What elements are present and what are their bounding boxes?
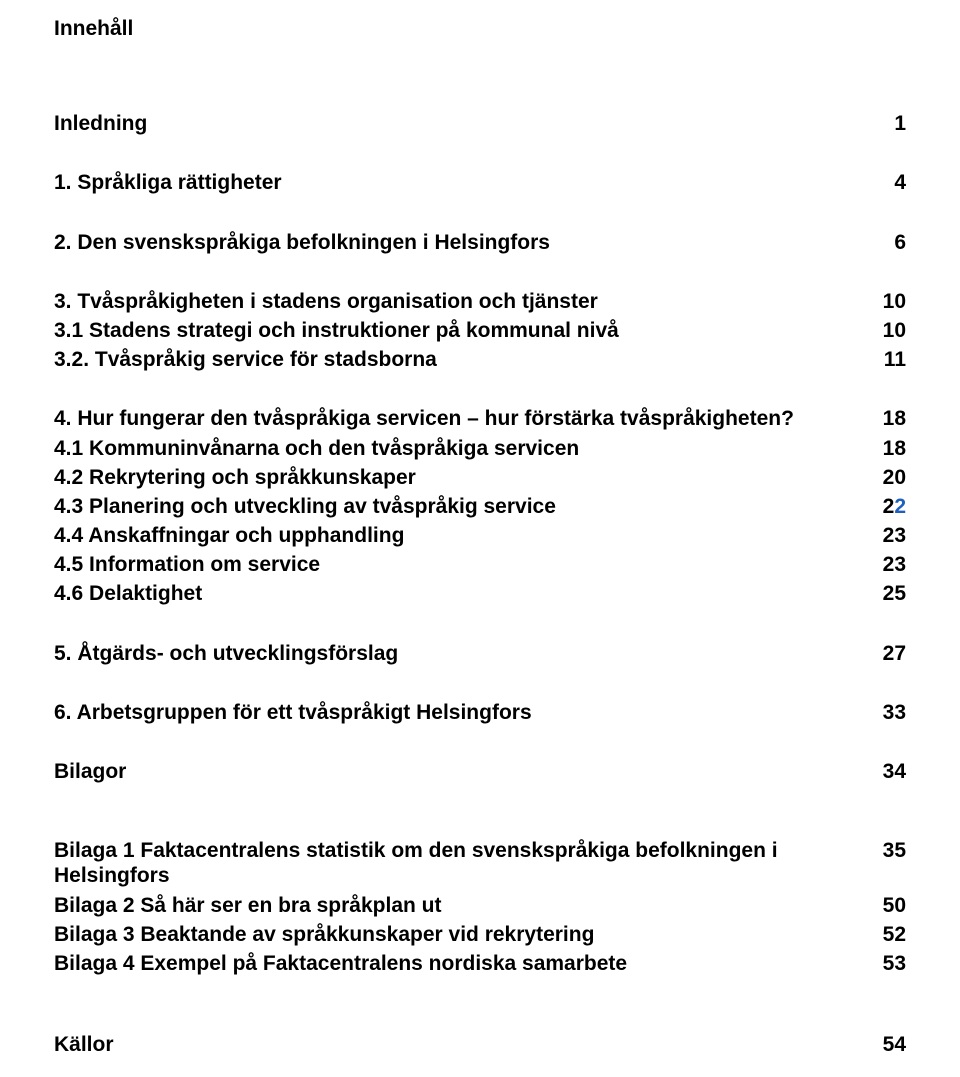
toc-entry-3-1: 3.1 Stadens strategi och instruktioner p…: [54, 318, 906, 343]
toc-entry-page: 10: [866, 289, 906, 314]
toc-entry-label: 3. Tvåspråkigheten i stadens organisatio…: [54, 289, 598, 314]
toc-entry-4: 4. Hur fungerar den tvåspråkiga servicen…: [54, 406, 906, 431]
toc-entry-page: 34: [866, 759, 906, 784]
toc-entry-label: 3.2. Tvåspråkig service för stadsborna: [54, 347, 437, 372]
page-prefix: 2: [883, 495, 895, 518]
toc-entry-page: 53: [866, 951, 906, 976]
toc-entry-label: Bilagor: [54, 759, 126, 784]
toc-entry-4-3: 4.3 Planering och utveckling av tvåspråk…: [54, 494, 906, 519]
page-container: Innehåll Inledning 1 1. Språkliga rättig…: [0, 0, 960, 1077]
toc-entry-page: 23: [866, 552, 906, 577]
toc-entry-kallor: Källor 54: [54, 1033, 906, 1057]
toc-group-4: 4. Hur fungerar den tvåspråkiga servicen…: [54, 406, 906, 606]
toc-entry-label: 4.4 Anskaffningar och upphandling: [54, 523, 404, 548]
toc-entry-label: 4.1 Kommuninvånarna och den tvåspråkiga …: [54, 436, 579, 461]
toc-entry-label: 4. Hur fungerar den tvåspråkiga servicen…: [54, 406, 794, 431]
toc-entry-6: 6. Arbetsgruppen för ett tvåspråkigt Hel…: [54, 700, 906, 725]
toc-entry-page: 11: [866, 347, 906, 372]
toc-entry-inledning: Inledning 1: [54, 111, 906, 136]
toc-entry-label: Inledning: [54, 111, 147, 136]
toc-entry-4-5: 4.5 Information om service 23: [54, 552, 906, 577]
page-suffix-blue: 2: [894, 495, 906, 518]
toc-entry-label: 4.6 Delaktighet: [54, 581, 202, 606]
toc-entry-bilaga-1: Bilaga 1 Faktacentralens statistik om de…: [54, 838, 906, 888]
toc-entry-page: 20: [866, 465, 906, 490]
toc-entry-page: 10: [866, 318, 906, 343]
toc-entry-label: 2. Den svenskspråkiga befolkningen i Hel…: [54, 230, 550, 255]
toc-entry-label: Bilaga 3 Beaktande av språkkunskaper vid…: [54, 922, 594, 947]
toc-entry-page: 22: [866, 494, 906, 519]
toc-entry-4-2: 4.2 Rekrytering och språkkunskaper 20: [54, 465, 906, 490]
toc-entry-page: 23: [866, 523, 906, 548]
toc-entry-page: 25: [866, 581, 906, 606]
toc-entry-label: 5. Åtgärds- och utvecklingsförslag: [54, 641, 398, 666]
toc-entry-bilaga-2: Bilaga 2 Så här ser en bra språkplan ut …: [54, 893, 906, 918]
toc-entry-label: Bilaga 2 Så här ser en bra språkplan ut: [54, 893, 442, 918]
toc-entry-2: 2. Den svenskspråkiga befolkningen i Hel…: [54, 230, 906, 255]
toc-entry-label: 3.1 Stadens strategi och instruktioner p…: [54, 318, 619, 343]
toc-entry-bilaga-4: Bilaga 4 Exempel på Faktacentralens nord…: [54, 951, 906, 976]
toc-group-3: 3. Tvåspråkigheten i stadens organisatio…: [54, 289, 906, 373]
toc-entry-page: 18: [866, 406, 906, 431]
toc-entry-page: 52: [866, 922, 906, 947]
toc-entry-label: 1. Språkliga rättigheter: [54, 170, 282, 195]
toc-group-appendix: Bilaga 1 Faktacentralens statistik om de…: [54, 838, 906, 976]
toc-entry-label: 4.3 Planering och utveckling av tvåspråk…: [54, 494, 556, 519]
toc-entry-4-6: 4.6 Delaktighet 25: [54, 581, 906, 606]
toc-entry-3: 3. Tvåspråkigheten i stadens organisatio…: [54, 289, 906, 314]
toc-entry-label: 4.2 Rekrytering och språkkunskaper: [54, 465, 416, 490]
toc-entry-page: 18: [866, 436, 906, 461]
toc-entry-page: 50: [866, 893, 906, 918]
toc-heading: Innehåll: [54, 16, 906, 41]
toc-entry-label: 6. Arbetsgruppen för ett tvåspråkigt Hel…: [54, 700, 532, 725]
toc-entry-1: 1. Språkliga rättigheter 4: [54, 170, 906, 195]
toc-entry-3-2: 3.2. Tvåspråkig service för stadsborna 1…: [54, 347, 906, 372]
toc-entry-page: 4: [866, 170, 906, 195]
toc-entry-label: Bilaga 4 Exempel på Faktacentralens nord…: [54, 951, 627, 976]
toc-entry-page: 6: [866, 230, 906, 255]
toc-entry-label: Bilaga 1 Faktacentralens statistik om de…: [54, 838, 866, 888]
toc-entry-page: 27: [866, 641, 906, 666]
toc-entry-5: 5. Åtgärds- och utvecklingsförslag 27: [54, 641, 906, 666]
toc-entry-bilaga-3: Bilaga 3 Beaktande av språkkunskaper vid…: [54, 922, 906, 947]
toc-entry-page: 35: [866, 838, 906, 863]
toc-entry-bilagor: Bilagor 34: [54, 759, 906, 784]
toc-entry-label: 4.5 Information om service: [54, 552, 320, 577]
toc-entry-4-1: 4.1 Kommuninvånarna och den tvåspråkiga …: [54, 436, 906, 461]
toc-entry-page: 1: [866, 111, 906, 136]
toc-entry-page: 33: [866, 700, 906, 725]
toc-entry-page: 54: [883, 1033, 906, 1057]
toc-entry-label: Källor: [54, 1033, 114, 1057]
toc-entry-4-4: 4.4 Anskaffningar och upphandling 23: [54, 523, 906, 548]
